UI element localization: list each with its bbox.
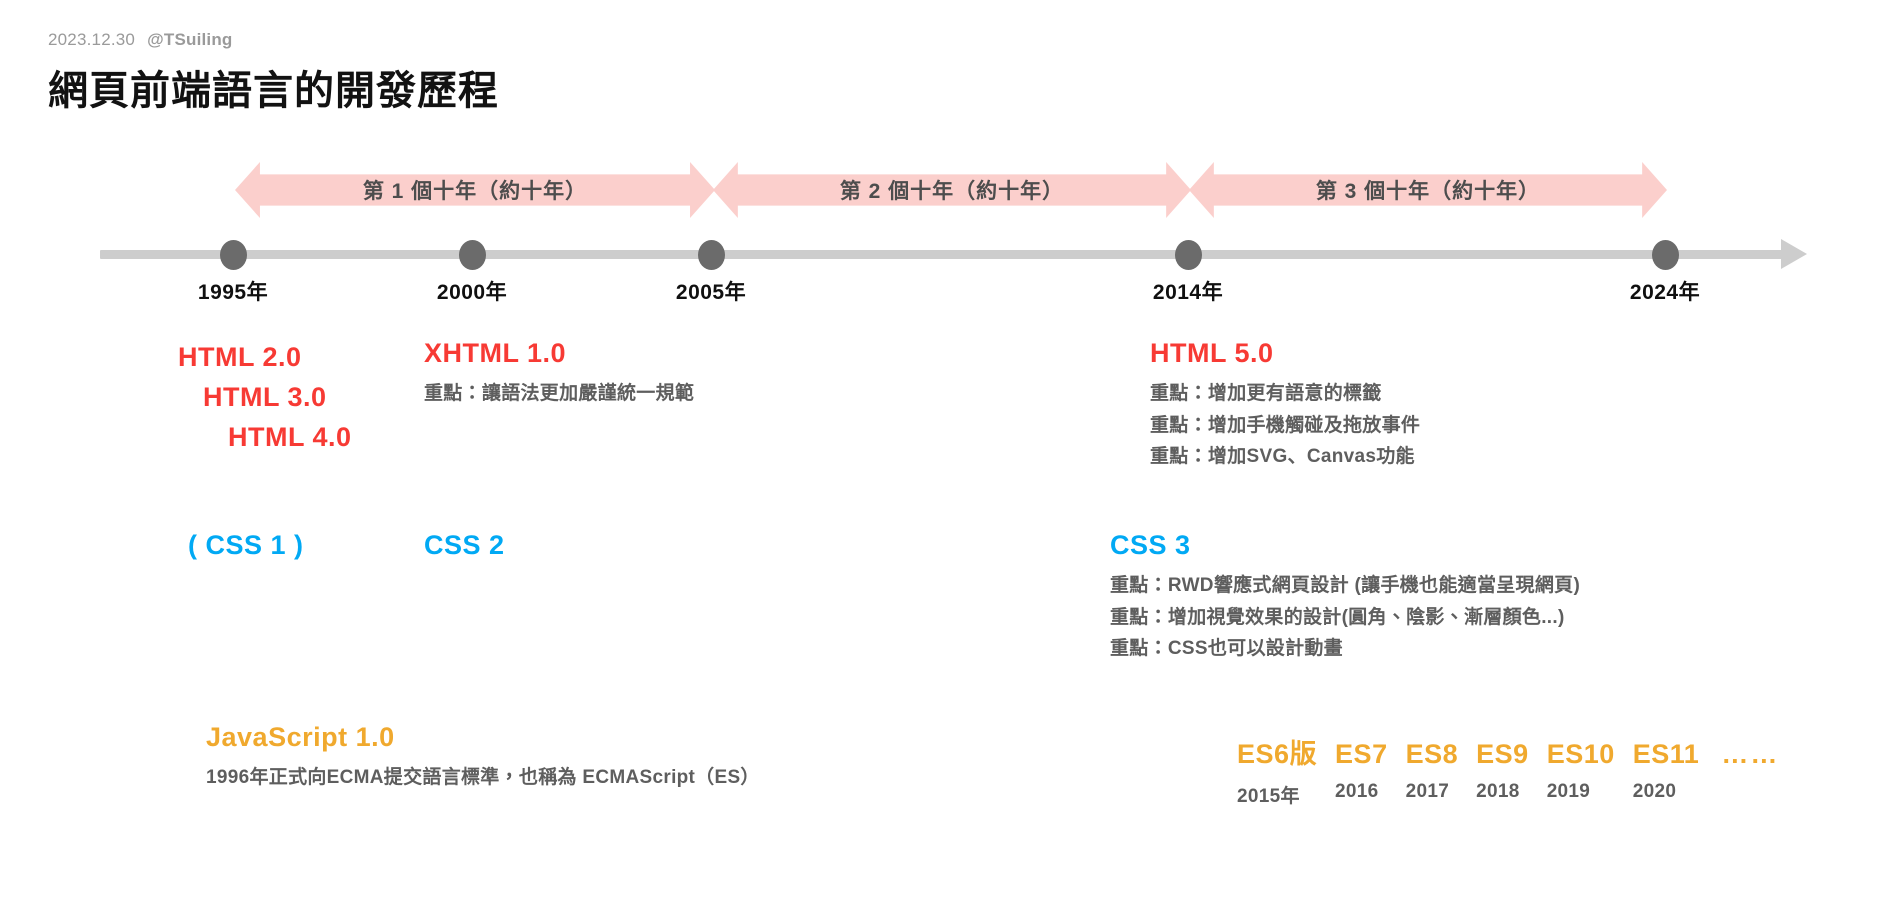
css3-notes: 重點：RWD響應式網頁設計 (讓手機也能適當呈現網頁) 重點：增加視覺效果的設計(… bbox=[1110, 570, 1580, 665]
html-version-1: HTML 2.0 bbox=[178, 342, 302, 372]
javascript-entry: JavaScript 1.0 1996年正式向ECMA提交語言標準，也稱為 EC… bbox=[206, 722, 760, 794]
css2-title: CSS 2 bbox=[424, 530, 505, 560]
decade-label-2: 第 2 個十年（約十年） bbox=[839, 180, 1065, 203]
page-title: 網頁前端語言的開發歷程 bbox=[48, 69, 499, 113]
css3-note-1: 重點：RWD響應式網頁設計 (讓手機也能適當呈現網頁) bbox=[1110, 575, 1581, 596]
css3-note-2: 重點：增加視覺效果的設計(圓角、陰影、漸層顏色...) bbox=[1110, 606, 1565, 628]
decade-arrow-icon bbox=[1189, 162, 1667, 218]
es-version-ES11: ES11 bbox=[1632, 739, 1700, 769]
css3-entry: CSS 3 重點：RWD響應式網頁設計 (讓手機也能適當呈現網頁) 重點：增加視覺… bbox=[1110, 530, 1580, 665]
timeline-axis bbox=[100, 250, 1785, 259]
timeline-arrowhead-icon bbox=[1781, 239, 1807, 269]
header-meta: 2023.12.30 @TSuiling bbox=[48, 30, 499, 50]
css3-title: CSS 3 bbox=[1110, 530, 1191, 560]
es-version-ES7: ES7 bbox=[1335, 739, 1388, 769]
html5-note-2: 重點：增加手機觸碰及拖放事件 bbox=[1150, 414, 1421, 436]
decade-band-1: 第 1 個十年（約十年） bbox=[235, 162, 715, 218]
axis-year-label-2024年: 2024年 bbox=[1629, 281, 1701, 304]
javascript-notes: 1996年正式向ECMA提交語言標準，也稱為 ECMAScript（ES） bbox=[206, 762, 760, 794]
html5-entry: HTML 5.0 重點：增加更有語意的標籤重點：增加手機觸碰及拖放事件 重點：增加… bbox=[1150, 338, 1420, 473]
es-year-list: 2015年 2016 2017 2018 2019 2020 bbox=[1237, 781, 1779, 807]
css2-entry: CSS 2 bbox=[424, 530, 505, 561]
decade-arrow-icon bbox=[713, 162, 1191, 218]
css3-note-3: 重點：CSS也可以設計動畫 bbox=[1110, 638, 1343, 660]
axis-year-label-2014年: 2014年 bbox=[1152, 281, 1224, 304]
css1-title: ( CSS 1 ) bbox=[188, 530, 304, 560]
es-version-ES6版: ES6版 bbox=[1237, 739, 1318, 769]
author-handle: @TSuiling bbox=[147, 30, 233, 49]
es-version-list: ES6版 ES7 ES8 ES9 ES10 ES11 …… bbox=[1237, 732, 1779, 771]
xhtml-notes: 重點：讓語法更加嚴謹統一規範 bbox=[424, 378, 694, 410]
es-year-2017: 2017 bbox=[1405, 781, 1450, 802]
html5-note-3: 重點：增加SVG、Canvas功能 bbox=[1150, 446, 1415, 468]
decade-band-3: 第 3 個十年（約十年） bbox=[1189, 162, 1667, 218]
html-version-stack: HTML 2.0 HTML 3.0 HTML 4.0 bbox=[178, 338, 352, 458]
decade-label-3: 第 3 個十年（約十年） bbox=[1315, 180, 1541, 203]
html-version-2: HTML 3.0 bbox=[203, 381, 327, 412]
es-year-2019: 2019 bbox=[1546, 781, 1591, 802]
axis-dot-2005年 bbox=[698, 240, 725, 270]
header: 2023.12.30 @TSuiling 網頁前端語言的開發歷程 bbox=[48, 30, 499, 116]
html5-notes: 重點：增加更有語意的標籤重點：增加手機觸碰及拖放事件 重點：增加SVG、Canva… bbox=[1150, 378, 1420, 473]
decade-band-2: 第 2 個十年（約十年） bbox=[713, 162, 1191, 218]
publish-date: 2023.12.30 bbox=[48, 30, 136, 49]
axis-dot-2024年 bbox=[1652, 240, 1679, 270]
axis-year-label-2000年: 2000年 bbox=[436, 281, 508, 304]
es-version-ES10: ES10 bbox=[1546, 739, 1615, 769]
axis-year-label-1995年: 1995年 bbox=[197, 281, 269, 304]
xhtml-title: XHTML 1.0 bbox=[424, 338, 567, 368]
decade-label-1: 第 1 個十年（約十年） bbox=[362, 180, 588, 203]
axis-dot-2014年 bbox=[1175, 240, 1202, 270]
es-more-ellipsis: …… bbox=[1721, 739, 1780, 769]
es-version-ES9: ES9 bbox=[1476, 739, 1529, 769]
html5-title: HTML 5.0 bbox=[1150, 338, 1274, 368]
decade-arrow-icon bbox=[235, 162, 715, 218]
html5-note-1: 重點：增加更有語意的標籤 bbox=[1150, 383, 1382, 404]
html-version-3: HTML 4.0 bbox=[228, 421, 352, 452]
css1-entry: ( CSS 1 ) bbox=[188, 530, 304, 561]
axis-dot-2000年 bbox=[459, 240, 486, 270]
es-release-row: ES6版 ES7 ES8 ES9 ES10 ES11…… 2015年 2016 2017 201… bbox=[1237, 732, 1779, 807]
axis-year-label-2005年: 2005年 bbox=[675, 281, 747, 304]
es-year-2016: 2016 bbox=[1335, 781, 1379, 802]
es-year-2020: 2020 bbox=[1632, 781, 1677, 802]
xhtml-entry: XHTML 1.0 重點：讓語法更加嚴謹統一規範 bbox=[424, 338, 694, 410]
axis-dot-1995年 bbox=[220, 240, 247, 270]
es-version-ES8: ES8 bbox=[1405, 739, 1459, 769]
javascript-note-1: 1996年正式向ECMA提交語言標準，也稱為 ECMAScript（ES） bbox=[206, 767, 760, 788]
javascript-title: JavaScript 1.0 bbox=[206, 722, 395, 752]
es-year-2015年: 2015年 bbox=[1237, 786, 1300, 807]
es-year-2018: 2018 bbox=[1476, 781, 1520, 802]
xhtml-note-1: 重點：讓語法更加嚴謹統一規範 bbox=[424, 383, 695, 404]
